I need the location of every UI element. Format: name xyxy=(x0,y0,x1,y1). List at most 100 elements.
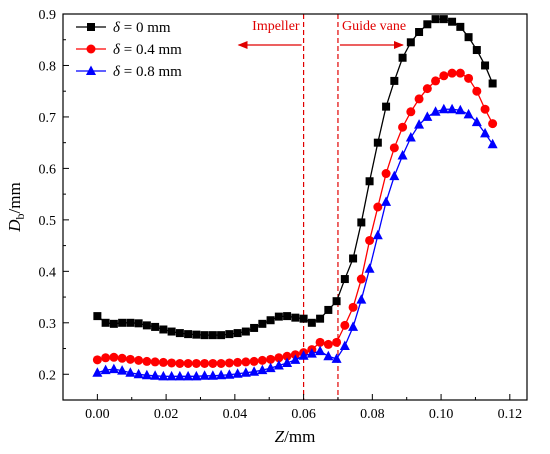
series-2-point xyxy=(191,370,202,381)
x-tick-label: 0.06 xyxy=(291,407,316,422)
series-2-point xyxy=(438,103,449,114)
series-2-point xyxy=(249,366,260,376)
series-1 xyxy=(92,68,498,368)
series-2-point xyxy=(487,138,498,149)
series-1-point xyxy=(389,143,399,153)
series-2 xyxy=(92,103,498,381)
series-2-point xyxy=(240,367,251,377)
series-2-point xyxy=(125,367,136,377)
series-0-point xyxy=(118,318,127,327)
series-0-point xyxy=(184,330,193,339)
series-2-point xyxy=(455,104,466,115)
series-2-point xyxy=(323,350,334,361)
series-0-point xyxy=(373,138,382,147)
series-2-point xyxy=(315,345,326,356)
series-2-point xyxy=(100,364,111,375)
series-1-point xyxy=(422,84,432,94)
series-0-point xyxy=(151,322,160,331)
series-2-point xyxy=(405,132,416,142)
legend-marker-0 xyxy=(87,23,95,31)
series-2-point xyxy=(224,369,235,379)
series-2-point xyxy=(166,370,177,381)
series-2-point xyxy=(339,340,350,350)
series-0-point xyxy=(439,15,448,24)
series-2-point xyxy=(414,119,425,129)
series-0-point xyxy=(324,305,333,314)
series-0-point xyxy=(349,254,358,263)
x-tick-label: 0.00 xyxy=(85,407,110,422)
series-1-point xyxy=(373,202,383,212)
y-tick-label: 0.3 xyxy=(39,317,57,332)
y-tick-label: 0.7 xyxy=(39,111,57,126)
series-0-point xyxy=(448,17,457,26)
annotation-layer: Impeller Guide vane xyxy=(237,14,406,400)
series-2-point xyxy=(150,370,161,380)
series-2-point xyxy=(117,365,128,375)
series-1-point xyxy=(109,352,119,362)
series-2-point xyxy=(207,370,218,380)
series-0-point xyxy=(390,76,399,85)
series-0-point xyxy=(200,331,209,340)
y-tick-label: 0.2 xyxy=(39,368,57,383)
x-tick-label: 0.08 xyxy=(360,407,385,422)
series-1-point xyxy=(480,104,490,114)
y-tick-label: 0.5 xyxy=(39,214,57,229)
series-0-point xyxy=(217,331,226,340)
series-1-point xyxy=(134,355,144,365)
series-0-point xyxy=(250,323,259,332)
series-1-point xyxy=(191,358,201,368)
series-0-point xyxy=(225,330,234,339)
series-2-point xyxy=(174,370,185,381)
series-1-point xyxy=(282,351,292,361)
series-1-point xyxy=(167,358,177,368)
series-2-point xyxy=(348,321,359,331)
legend-marker-2 xyxy=(86,65,96,75)
series-2-point xyxy=(108,363,119,374)
legend-value: = 0 mm xyxy=(120,20,171,36)
legend-symbol: δ xyxy=(113,64,121,80)
series-0-point xyxy=(258,319,267,328)
series-1-point xyxy=(439,71,449,81)
series-2-point xyxy=(364,263,375,273)
series-2-point xyxy=(430,106,441,116)
series-1-point xyxy=(200,358,210,368)
series-0-point xyxy=(134,319,143,328)
series-0-point xyxy=(481,61,490,70)
y-axis-unit: /mm xyxy=(5,182,24,213)
series-2-point xyxy=(141,369,152,380)
series-0-point xyxy=(159,325,168,334)
series-1-point xyxy=(323,339,333,349)
series-1-point xyxy=(92,355,102,365)
series-2-point xyxy=(356,294,367,304)
series-1-point xyxy=(249,356,259,366)
series-2-point xyxy=(282,357,293,367)
series-0-point xyxy=(93,312,102,321)
x-axis-unit: /mm xyxy=(284,427,315,446)
series-1-point xyxy=(183,358,193,368)
series-2-point xyxy=(92,367,103,377)
legend-symbol: δ xyxy=(113,20,121,36)
series-0-point xyxy=(101,318,110,327)
series-0-point xyxy=(423,20,432,29)
series-1-point xyxy=(414,94,424,104)
series-2-point xyxy=(447,103,458,114)
series-0-point xyxy=(415,28,424,37)
series-1-point xyxy=(348,302,358,312)
x-tick-label: 0.12 xyxy=(498,407,523,422)
series-0-point xyxy=(142,321,151,330)
series-1-point xyxy=(464,73,474,83)
series-1-point xyxy=(150,357,160,367)
series-2-point xyxy=(290,354,301,364)
series-0-point xyxy=(316,314,325,323)
impeller-label: Impeller xyxy=(252,19,300,34)
series-2-point xyxy=(463,108,474,119)
series-0-point xyxy=(398,53,407,62)
series-2-point xyxy=(158,370,169,381)
series-1-point xyxy=(274,353,284,363)
series-0-point xyxy=(382,102,391,111)
series-0-point xyxy=(456,22,465,31)
series-2-point xyxy=(216,369,227,380)
series-0-point xyxy=(167,327,176,336)
series-0-point xyxy=(241,327,250,336)
x-axis-title: Z/mm xyxy=(275,427,316,446)
